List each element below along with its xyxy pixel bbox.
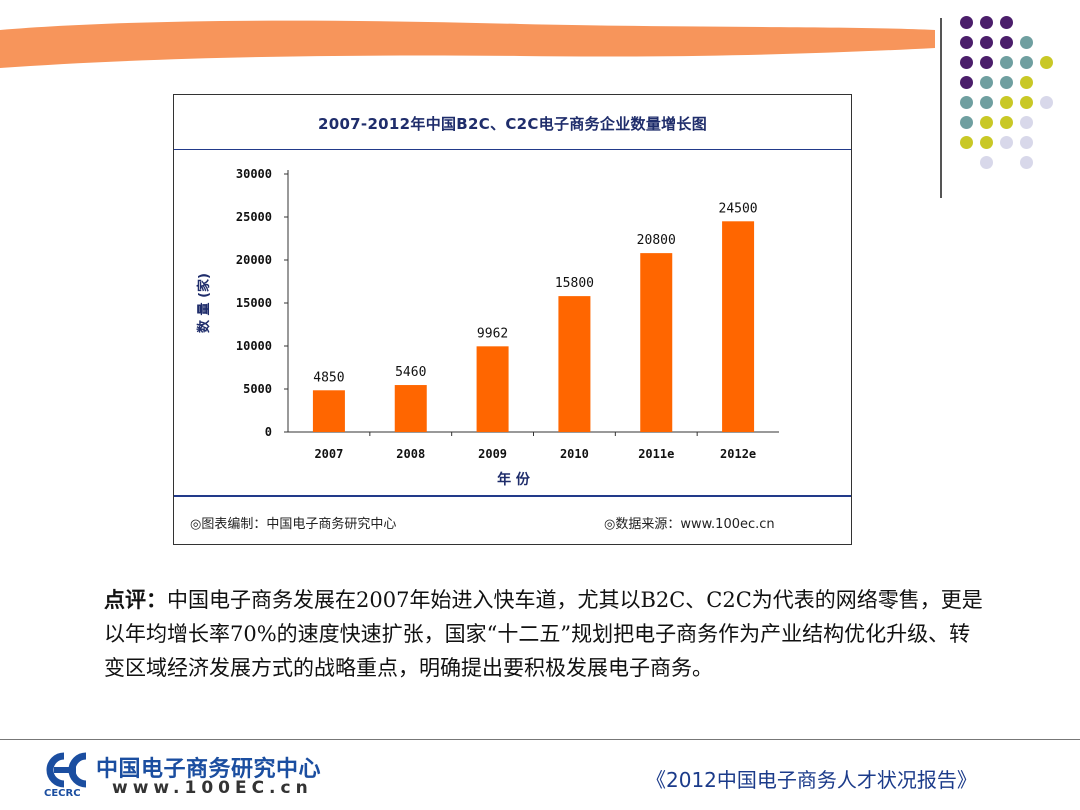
decorative-dot bbox=[960, 56, 973, 69]
decorative-dot bbox=[1040, 96, 1053, 109]
decorative-dot bbox=[1000, 136, 1013, 149]
bar-chart: 0 5000 10000 15000 20000 25000 30000 数 量 (家) 485… bbox=[196, 167, 779, 488]
y-tick-label: 30000 bbox=[236, 167, 272, 181]
footer-rule bbox=[174, 495, 851, 497]
decorative-dot bbox=[1000, 36, 1013, 49]
decorative-dot bbox=[960, 16, 973, 29]
data-label: 15800 bbox=[555, 276, 594, 291]
x-tick-label: 2012e bbox=[720, 447, 756, 461]
decorative-dot bbox=[1020, 156, 1033, 169]
y-tick-label: 0 bbox=[265, 425, 272, 439]
decorative-dot bbox=[960, 136, 973, 149]
decorative-dot bbox=[1020, 116, 1033, 129]
x-tick-label: 2010 bbox=[560, 447, 589, 461]
decorative-dot bbox=[1020, 136, 1033, 149]
decorative-dot bbox=[980, 16, 993, 29]
decorative-dot bbox=[1020, 56, 1033, 69]
data-label: 5460 bbox=[395, 365, 426, 380]
commentary-label: 点评： bbox=[104, 587, 167, 612]
decorative-dot bbox=[980, 156, 993, 169]
org-name: 中国电子商务研究中心 bbox=[96, 757, 322, 782]
bar-2012e bbox=[722, 221, 755, 432]
decorative-dot bbox=[960, 76, 973, 89]
chart-panel: 2007-2012年中国B2C、C2C电子商务企业数量增长图 0 5000 1000… bbox=[173, 94, 852, 545]
commentary-paragraph: 点评：中国电子商务发展在2007年始进入快车道，尤其以B2C、C2C为代表的网络… bbox=[104, 583, 984, 685]
y-tick-label: 5000 bbox=[243, 382, 272, 396]
data-label: 4850 bbox=[313, 370, 344, 385]
decorative-dot bbox=[980, 136, 993, 149]
decorative-dot bbox=[980, 36, 993, 49]
x-tick-label: 2009 bbox=[478, 447, 507, 461]
decorative-dot bbox=[980, 116, 993, 129]
bar-2009 bbox=[476, 346, 509, 432]
header-brush-stroke bbox=[0, 20, 935, 68]
decorative-dot bbox=[980, 96, 993, 109]
data-label: 24500 bbox=[719, 201, 758, 216]
commentary-text: 中国电子商务发展在2007年始进入快车道，尤其以B2C、C2C为代表的网络零售，… bbox=[104, 588, 983, 680]
report-title: 《2012中国电子商务人才状况报告》 bbox=[646, 768, 977, 792]
y-tick-label: 10000 bbox=[236, 339, 272, 353]
decorative-dot bbox=[1000, 116, 1013, 129]
x-axis-title: 年 份 bbox=[497, 471, 531, 488]
footer-divider bbox=[0, 739, 1080, 740]
chart-source-author: ◎图表编制：中国电子商务研究中心 bbox=[190, 517, 397, 532]
y-tick-label: 20000 bbox=[236, 253, 272, 267]
bar-2008 bbox=[394, 385, 427, 432]
bar-2007 bbox=[312, 390, 345, 432]
decorative-dot bbox=[980, 76, 993, 89]
org-abbreviation: CECRC bbox=[44, 788, 81, 799]
decorative-dot bbox=[1000, 16, 1013, 29]
y-axis-title: 数 量 (家) bbox=[196, 273, 212, 333]
x-tick-label: 2008 bbox=[396, 447, 425, 461]
decorative-dot bbox=[1020, 96, 1033, 109]
org-url: www.100EC.cn bbox=[112, 778, 313, 798]
decorative-dot bbox=[1000, 56, 1013, 69]
decorative-dot bbox=[960, 36, 973, 49]
decorative-dot bbox=[960, 96, 973, 109]
y-tick-label: 15000 bbox=[236, 296, 272, 310]
chart-source-data: ◎数据来源：www.100ec.cn bbox=[604, 517, 775, 532]
header-divider-line bbox=[940, 18, 942, 198]
decorative-dot bbox=[980, 56, 993, 69]
data-label: 9962 bbox=[477, 326, 508, 341]
bar-2011e bbox=[640, 253, 673, 432]
bar-2010 bbox=[558, 296, 591, 432]
y-tick-label: 25000 bbox=[236, 210, 272, 224]
decorative-dot bbox=[1040, 56, 1053, 69]
title-rule bbox=[174, 149, 851, 150]
x-tick-label: 2011e bbox=[638, 447, 674, 461]
decorative-dot bbox=[960, 116, 973, 129]
decorative-dot bbox=[1020, 76, 1033, 89]
decorative-dot bbox=[1020, 36, 1033, 49]
x-tick-label: 2007 bbox=[314, 447, 343, 461]
chart-title: 2007-2012年中国B2C、C2C电子商务企业数量增长图 bbox=[317, 115, 708, 133]
decorative-dot bbox=[1000, 96, 1013, 109]
data-label: 20800 bbox=[637, 233, 676, 248]
decorative-dot bbox=[1000, 76, 1013, 89]
decorative-dot-grid bbox=[960, 16, 1070, 176]
cecrc-logo-icon bbox=[46, 752, 87, 788]
